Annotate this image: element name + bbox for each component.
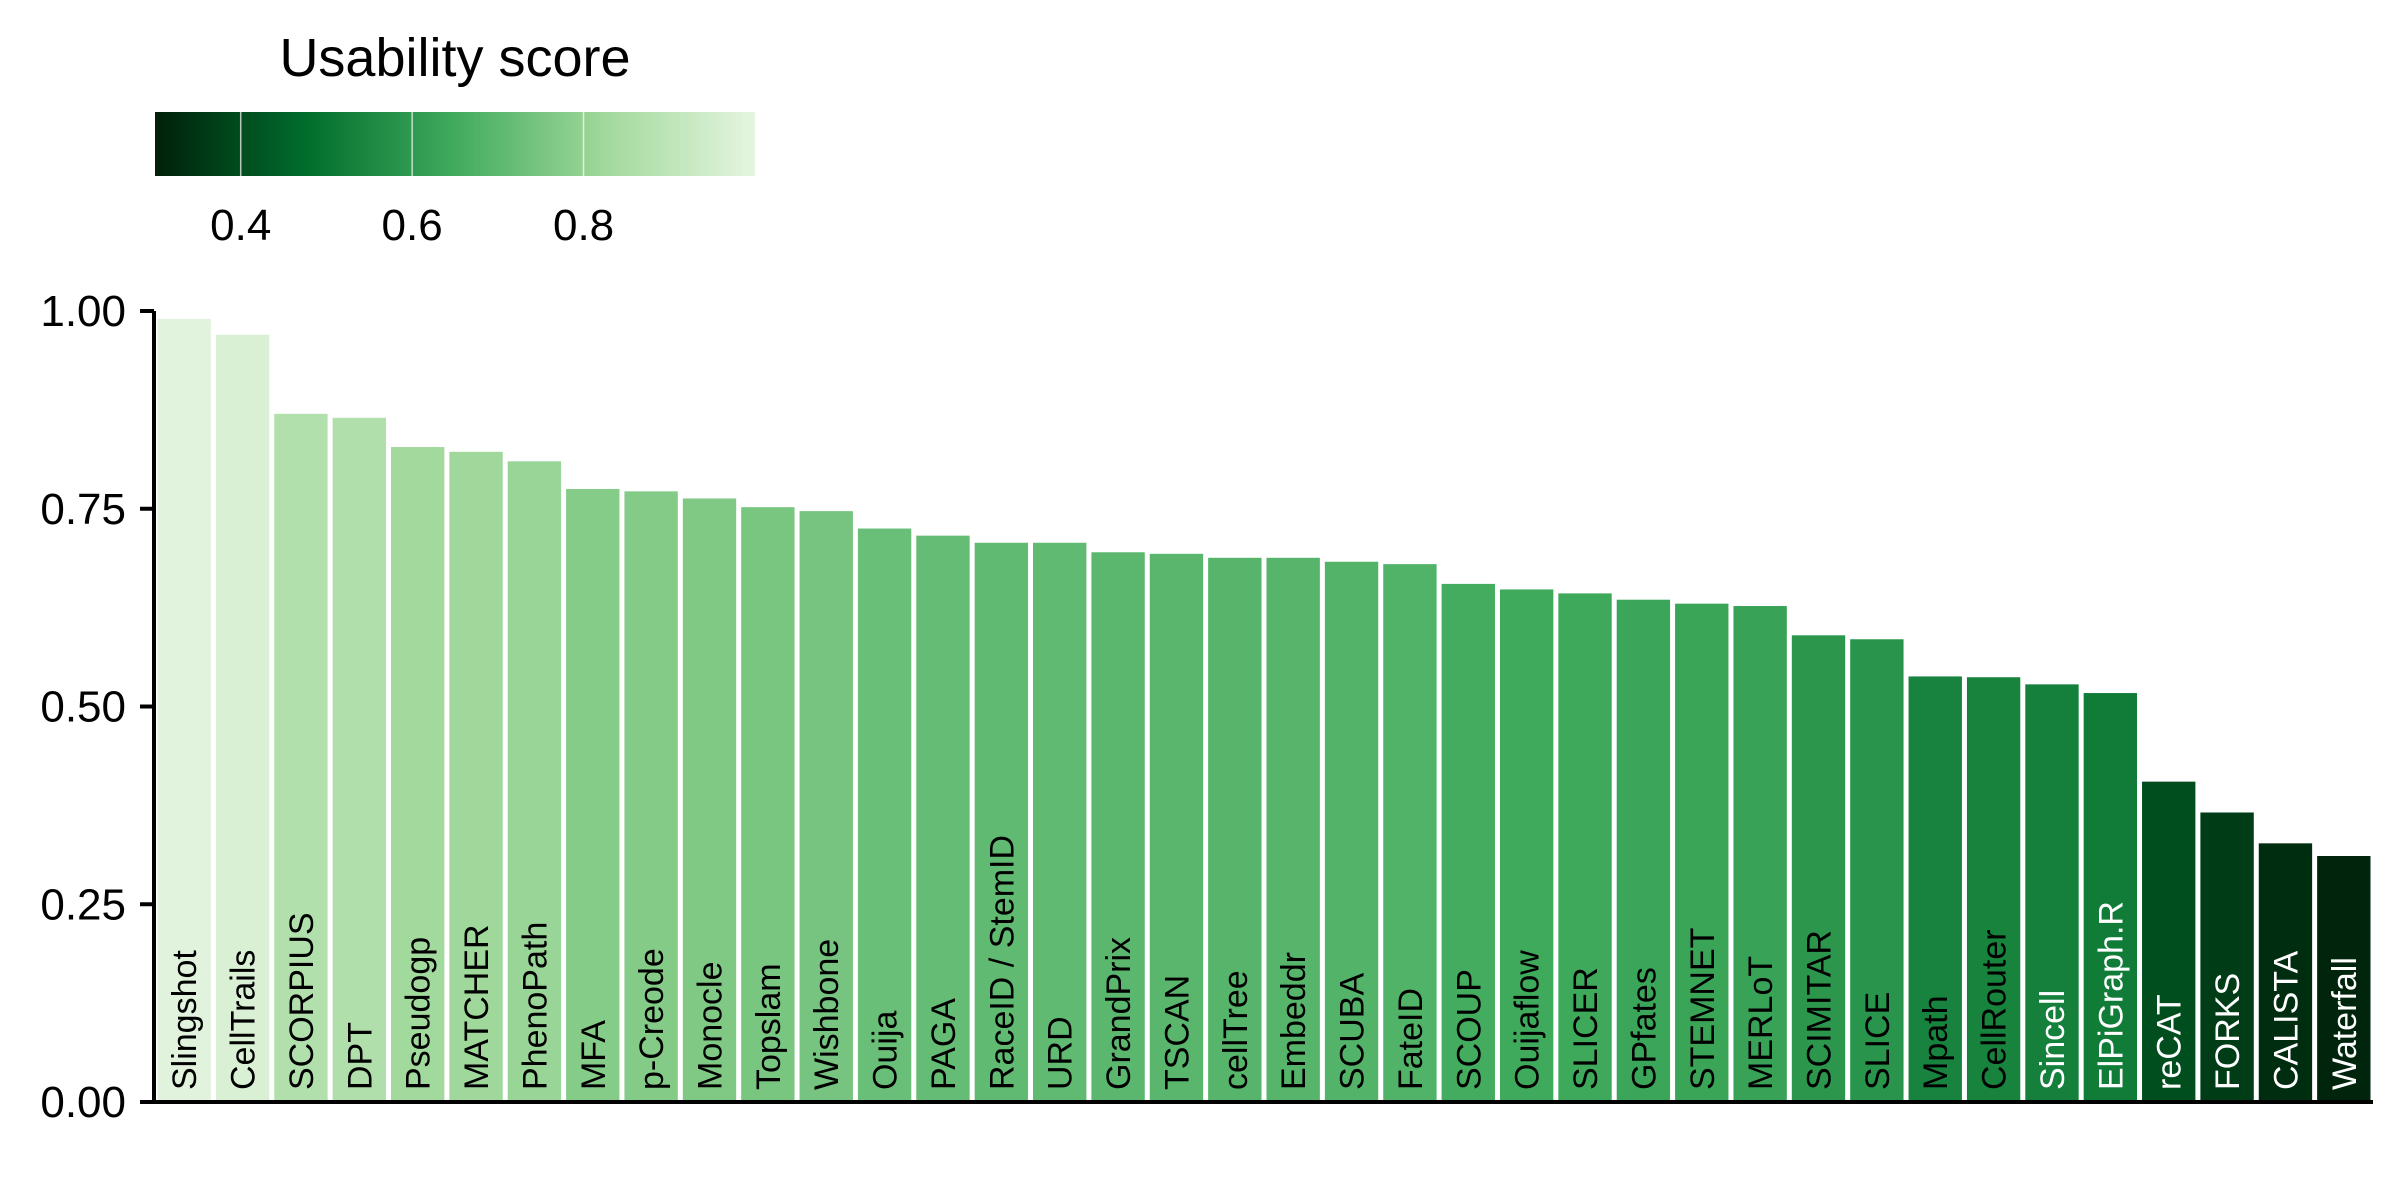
bar xyxy=(1908,676,1962,1102)
y-ticks: 0.00 0.25 0.50 0.75 1.00 xyxy=(40,287,154,1127)
bar-label: Embeddr xyxy=(1275,952,1313,1090)
bar-label: Waterfall xyxy=(2326,957,2364,1090)
bar xyxy=(274,413,328,1103)
bar xyxy=(974,542,1029,1102)
y-tick-label: 0.00 xyxy=(40,1078,126,1127)
bar-label: SCIMITAR xyxy=(1801,930,1839,1090)
colorbar-tick-label: 0.4 xyxy=(210,201,271,250)
bar xyxy=(1324,561,1379,1102)
y-axis: 0.00 0.25 0.50 0.75 1.00 xyxy=(40,287,156,1127)
bar-label: CellRouter xyxy=(1976,929,2014,1090)
bar-label: URD xyxy=(1042,1016,1080,1090)
bar-label: SLICE xyxy=(1859,992,1897,1090)
bar xyxy=(2142,781,2196,1102)
bar xyxy=(1033,542,1087,1102)
bar xyxy=(1966,677,2021,1102)
bar-label: RaceID / StemID xyxy=(983,835,1021,1090)
bar xyxy=(1149,553,1204,1102)
bar-label: CellTrails xyxy=(225,950,263,1090)
colorbar-gradient xyxy=(155,112,755,176)
colorbar: Usability score 0.4 0.6 0.8 xyxy=(155,28,755,250)
bar xyxy=(1675,603,1729,1102)
bar-label: cellTree xyxy=(1217,970,1255,1090)
bar-label: PAGA xyxy=(925,998,963,1090)
bar-label: Topslam xyxy=(750,963,788,1090)
bar-label: Wishbone xyxy=(808,939,846,1090)
bar-label: SLICER xyxy=(1567,967,1605,1090)
colorbar-title: Usability score xyxy=(279,28,630,88)
bar-label: p-Creode xyxy=(633,948,671,1090)
bar-label: TSCAN xyxy=(1158,975,1196,1090)
bar-label: Ouija xyxy=(867,1011,905,1090)
y-tick-label: 0.50 xyxy=(40,683,126,732)
bar xyxy=(916,535,970,1102)
bar-label: MFA xyxy=(575,1020,613,1090)
bar-label: SCORPIUS xyxy=(283,912,321,1090)
bar xyxy=(799,511,853,1102)
y-tick-label: 1.00 xyxy=(40,287,126,336)
bar-label: reCAT xyxy=(2151,994,2189,1090)
bar-label: MERLoT xyxy=(1742,956,1780,1090)
bar-label: Pseudogp xyxy=(400,937,438,1090)
bar xyxy=(2083,693,2138,1102)
y-tick-label: 0.75 xyxy=(40,485,126,534)
bar-label: STEMNET xyxy=(1684,928,1722,1090)
bar xyxy=(741,507,795,1103)
bar xyxy=(390,447,445,1102)
bar-labels: Slingshot CellTrails SCORPIUS DPT Pseudogp MA… xyxy=(166,835,2364,1090)
bar xyxy=(1441,583,1495,1102)
colorbar-ticks: 0.4 0.6 0.8 xyxy=(210,112,614,250)
bar-label: SCUBA xyxy=(1334,973,1372,1090)
bar xyxy=(2317,855,2371,1102)
bar-label: FORKS xyxy=(2209,973,2247,1090)
bar-label: MATCHER xyxy=(458,924,496,1090)
bar xyxy=(2200,812,2254,1102)
colorbar-tick-label: 0.8 xyxy=(553,201,614,250)
bar-label: GPfates xyxy=(1625,967,1663,1090)
bar-label: Sincell xyxy=(2034,990,2072,1090)
bar xyxy=(1266,557,1320,1102)
bar-label: ElPiGraph.R xyxy=(2092,901,2130,1090)
bar xyxy=(1499,589,1554,1102)
bar-label: DPT xyxy=(341,1022,379,1090)
bar-label: SCOUP xyxy=(1450,969,1488,1090)
bar xyxy=(332,417,386,1102)
bar xyxy=(215,334,270,1103)
bar-label: FateID xyxy=(1392,988,1430,1090)
bar xyxy=(1850,639,1904,1102)
bar xyxy=(566,488,620,1103)
bar-label: Ouijaflow xyxy=(1509,950,1547,1090)
bar xyxy=(1383,564,1437,1102)
bar xyxy=(1091,552,1145,1102)
bar xyxy=(1208,557,1262,1102)
bar-label: Mpath xyxy=(1917,996,1955,1091)
bar-label: CALISTA xyxy=(2267,950,2305,1090)
bar xyxy=(507,461,562,1102)
bar xyxy=(1558,593,1612,1102)
y-tick-label: 0.25 xyxy=(40,880,126,929)
bar xyxy=(157,318,211,1102)
bar xyxy=(1791,635,1846,1102)
bar xyxy=(449,451,503,1103)
bar-label: GrandPrix xyxy=(1100,937,1138,1090)
bar xyxy=(682,498,737,1102)
bar xyxy=(1733,606,1787,1102)
colorbar-tick-label: 0.6 xyxy=(382,201,443,250)
bar xyxy=(857,528,912,1102)
bar xyxy=(2258,843,2313,1102)
bar-label: PhenoPath xyxy=(516,922,554,1090)
bar-label: Monocle xyxy=(692,961,730,1090)
bar xyxy=(1616,599,1671,1102)
bar-label: Slingshot xyxy=(166,950,204,1090)
bar xyxy=(624,491,678,1102)
bars xyxy=(157,318,2371,1103)
bar xyxy=(2025,684,2079,1102)
